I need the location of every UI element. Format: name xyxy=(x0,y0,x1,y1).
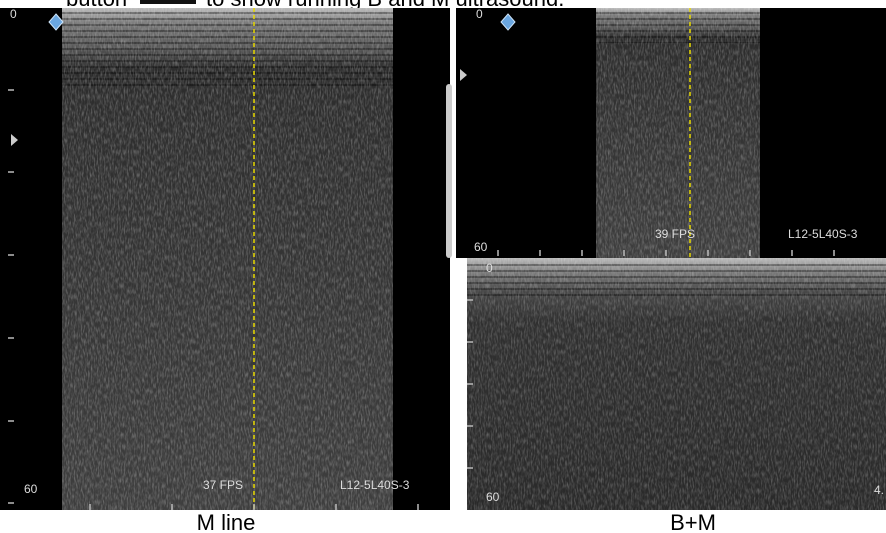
caption: B+M xyxy=(670,510,716,533)
depth-label: 60 xyxy=(24,482,38,496)
depth-label: 60 xyxy=(486,490,500,504)
speckle xyxy=(62,8,393,510)
depth-label: 0 xyxy=(486,261,493,275)
probe-label: L12-5L40S-3 xyxy=(788,227,858,241)
scrollbar xyxy=(446,84,452,258)
probe-label: L12-5L40S-3 xyxy=(340,478,410,492)
speckle xyxy=(596,8,760,258)
speckle xyxy=(467,258,886,510)
depth-label: 60 xyxy=(474,240,488,254)
edge-label: 4. xyxy=(874,483,884,497)
depth-label: 0 xyxy=(10,7,17,21)
figure: button to show running B and M ultrasoun… xyxy=(0,0,886,533)
caption: M line xyxy=(197,510,256,533)
depth-label: 0 xyxy=(476,7,483,21)
button-image xyxy=(140,0,196,4)
fps-label: 37 FPS xyxy=(203,478,243,492)
fps-label: 39 FPS xyxy=(655,227,695,241)
